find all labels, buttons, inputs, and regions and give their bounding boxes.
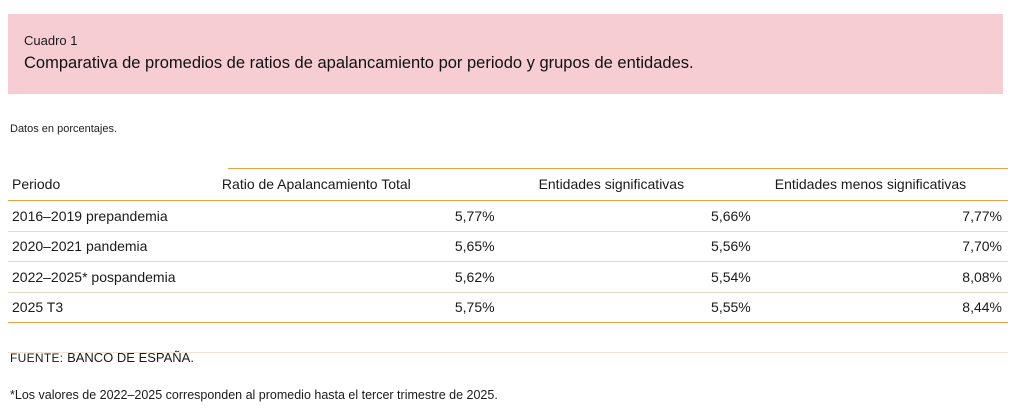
footnote: *Los valores de 2022–2025 corresponden a… <box>10 388 498 402</box>
source-divider <box>8 352 1008 353</box>
column-header-period: Periodo <box>8 168 218 201</box>
table-title: Comparativa de promedios de ratios de ap… <box>24 54 694 72</box>
table-row: 2016–2019 prepandemia 5,77% 5,66% 7,77% <box>8 200 1008 232</box>
significant-cell: 5,54% <box>498 261 755 293</box>
significant-cell: 5,56% <box>498 231 755 262</box>
less-significant-cell: 7,77% <box>754 200 1008 232</box>
period-cell: 2016–2019 prepandemia <box>8 200 218 232</box>
total-ratio-cell: 5,75% <box>217 292 499 323</box>
table-row: 2025 T3 5,75% 5,55% 8,44% <box>8 292 1008 323</box>
table-header-banner: Cuadro 1 Comparativa de promedios de rat… <box>8 14 1003 94</box>
source-label: FUENTE: <box>10 351 64 365</box>
leverage-table: Periodo Ratio de Apalancamiento Total En… <box>8 168 1008 323</box>
table-number: Cuadro 1 <box>24 33 78 48</box>
table-header-row: Periodo Ratio de Apalancamiento Total En… <box>8 168 1008 201</box>
source-line: FUENTE: BANCO DE ESPAÑA. <box>10 350 194 365</box>
period-cell: 2025 T3 <box>8 292 218 323</box>
column-header-total-ratio: Ratio de Apalancamiento Total <box>217 168 499 201</box>
source-text: BANCO DE ESPAÑA. <box>67 350 194 365</box>
period-cell: 2022–2025* pospandemia <box>8 261 218 293</box>
significant-cell: 5,66% <box>498 200 755 232</box>
less-significant-cell: 8,08% <box>754 261 1008 293</box>
column-header-significant: Entidades significativas <box>498 168 755 201</box>
column-header-less-significant: Entidades menos significativas <box>754 168 1008 201</box>
total-ratio-cell: 5,62% <box>217 261 499 293</box>
less-significant-cell: 8,44% <box>754 292 1008 323</box>
total-ratio-cell: 5,65% <box>217 231 499 262</box>
period-cell: 2020–2021 pandemia <box>8 231 218 262</box>
total-ratio-cell: 5,77% <box>217 200 499 232</box>
table-row: 2022–2025* pospandemia 5,62% 5,54% 8,08% <box>8 261 1008 293</box>
significant-cell: 5,55% <box>498 292 755 323</box>
units-note: Datos en porcentajes. <box>10 123 118 135</box>
table-row: 2020–2021 pandemia 5,65% 5,56% 7,70% <box>8 231 1008 262</box>
less-significant-cell: 7,70% <box>754 231 1008 262</box>
